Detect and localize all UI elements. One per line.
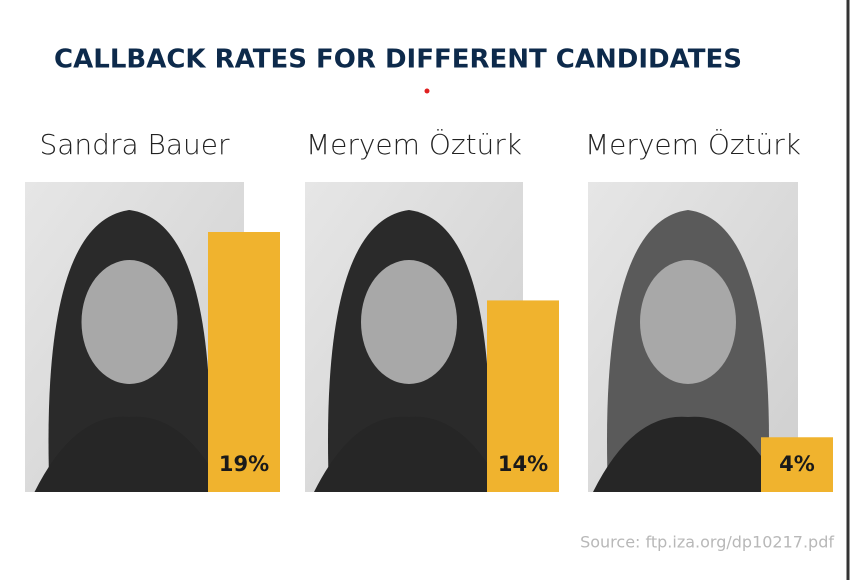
face bbox=[81, 260, 178, 384]
bar bbox=[208, 232, 280, 492]
shoulders bbox=[593, 416, 783, 492]
shoulders bbox=[314, 416, 504, 492]
value-label: 19% bbox=[219, 452, 269, 476]
value-label: 14% bbox=[498, 452, 548, 476]
source-note: Source: ftp.iza.org/dp10217.pdf bbox=[580, 533, 834, 552]
accent-dot bbox=[424, 88, 430, 94]
bar bbox=[487, 300, 559, 492]
face bbox=[361, 260, 457, 384]
bar bbox=[761, 437, 833, 492]
candidate-name: Meryem Öztürk bbox=[306, 127, 522, 161]
candidate-name: Sandra Bauer bbox=[40, 128, 230, 161]
chart-title: CALLBACK RATES FOR DIFFERENT CANDIDATES bbox=[54, 45, 742, 75]
shoulders bbox=[34, 416, 225, 492]
candidate-photo bbox=[25, 182, 244, 492]
face bbox=[640, 260, 736, 384]
value-label: 4% bbox=[779, 452, 815, 476]
candidate-name: Meryem Öztürk bbox=[585, 127, 801, 161]
candidate-photo bbox=[305, 182, 523, 492]
